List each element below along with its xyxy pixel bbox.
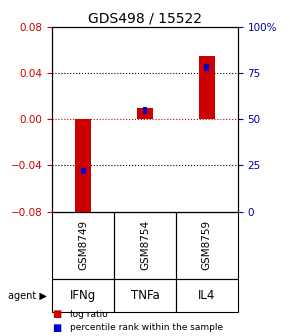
Text: ■: ■ [52,309,61,319]
Text: TNFa: TNFa [130,289,160,302]
Text: IL4: IL4 [198,289,215,302]
Text: GSM8759: GSM8759 [202,220,212,270]
Text: percentile rank within the sample: percentile rank within the sample [70,323,223,332]
Bar [75,119,91,225]
Bar [142,107,148,114]
Text: agent ▶: agent ▶ [8,291,46,301]
Text: log ratio: log ratio [70,310,107,319]
Title: GDS498 / 15522: GDS498 / 15522 [88,12,202,26]
Bar [204,64,209,71]
Text: GSM8754: GSM8754 [140,220,150,270]
Text: ■: ■ [52,323,61,333]
Bar [199,56,215,119]
Bar [137,108,153,119]
Text: GSM8749: GSM8749 [78,220,88,270]
Text: IFNg: IFNg [70,289,96,302]
Bar [81,168,86,174]
